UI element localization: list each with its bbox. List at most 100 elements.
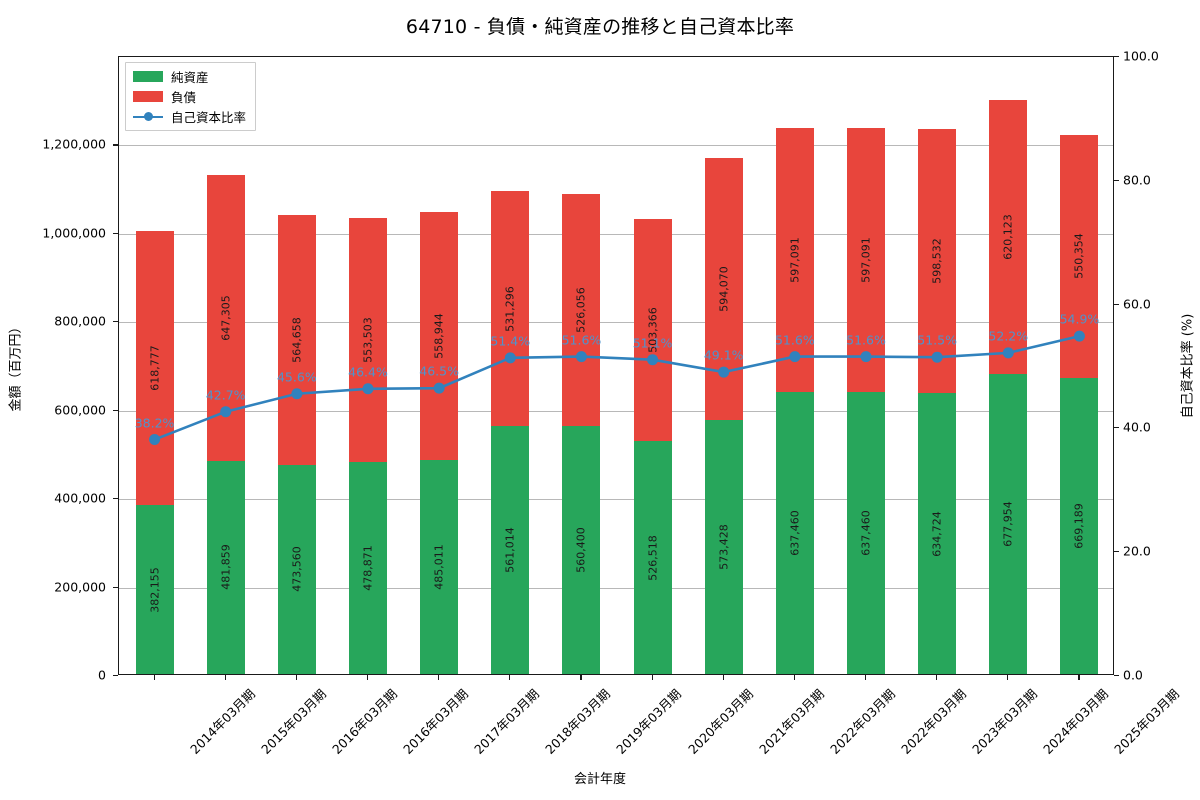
bar-segment-liability[interactable]: 531,296 — [491, 191, 530, 426]
bar-group[interactable]: 485,011 558,944 — [420, 212, 459, 674]
percent-value-label: 51.6% — [774, 332, 815, 348]
bar-segment-equity[interactable]: 485,011 — [420, 459, 459, 674]
x-axis-tick-mark — [367, 675, 369, 680]
bar-group[interactable]: 637,460 597,091 — [847, 128, 885, 674]
legend-item[interactable]: 自己資本比率 — [133, 109, 246, 125]
bar-segment-equity[interactable]: 478,871 — [349, 462, 387, 674]
bar-segment-liability[interactable]: 597,091 — [847, 128, 885, 393]
secondary-y-axis-tick-mark — [1114, 551, 1119, 553]
line-marker[interactable] — [931, 351, 943, 363]
bar-group[interactable]: 677,954 620,123 — [989, 100, 1028, 674]
y-axis-tick-mark — [113, 675, 118, 677]
line-marker[interactable] — [1073, 330, 1085, 342]
secondary-y-axis-tick-label: 80.0 — [1123, 172, 1151, 188]
bar-segment-equity[interactable]: 677,954 — [989, 374, 1028, 674]
bar-segment-liability[interactable]: 618,777 — [135, 231, 174, 506]
percent-value-label: 51.6% — [561, 332, 602, 348]
bar-segment-equity[interactable]: 637,460 — [847, 392, 885, 674]
y-axis-tick-label: 200,000 — [54, 579, 106, 595]
line-marker[interactable] — [362, 383, 374, 395]
bar-segment-liability[interactable]: 503,366 — [633, 218, 672, 442]
legend-item[interactable]: 負債 — [133, 89, 246, 105]
bar-group[interactable]: 669,189 550,354 — [1060, 134, 1099, 674]
bar-group[interactable]: 382,155 618,777 — [135, 231, 174, 674]
gridline — [119, 322, 1113, 324]
line-marker[interactable] — [789, 351, 801, 363]
y-axis-tick-label: 1,200,000 — [42, 136, 106, 152]
line-marker[interactable] — [291, 388, 303, 400]
y-axis-tick-mark — [113, 321, 118, 323]
line-marker[interactable] — [220, 406, 232, 418]
x-axis-tick-mark — [651, 675, 653, 680]
line-marker[interactable] — [575, 351, 587, 363]
bar-segment-liability[interactable]: 597,091 — [775, 128, 814, 393]
bar-segment-equity[interactable]: 669,189 — [1060, 378, 1099, 674]
x-axis-tick-label: 2018年03月期 — [542, 686, 614, 757]
y-axis-tick-mark — [113, 498, 118, 500]
secondary-y-axis-title: 自己資本比率 (%) — [1180, 313, 1196, 419]
bar-segment-liability[interactable]: 558,944 — [420, 212, 459, 460]
bar-segment-equity[interactable]: 573,428 — [704, 420, 743, 674]
bar-segment-liability[interactable]: 564,658 — [277, 214, 316, 465]
legend-item[interactable]: 純資産 — [133, 69, 246, 85]
secondary-y-axis-tick-label: 100.0 — [1123, 48, 1159, 64]
bar-group[interactable]: 637,460 597,091 — [775, 128, 814, 674]
bar-segment-equity[interactable]: 526,518 — [633, 441, 672, 674]
percent-value-label: 46.4% — [348, 364, 388, 380]
y-axis-tick-mark — [113, 144, 118, 146]
x-axis-tick-mark — [793, 675, 795, 680]
secondary-y-axis-tick-label: 40.0 — [1123, 419, 1151, 435]
bar-segment-equity[interactable]: 473,560 — [277, 464, 316, 674]
percent-value-label: 38.2% — [134, 415, 175, 431]
y-axis-tick-label: 400,000 — [54, 490, 106, 506]
percent-value-label: 45.6% — [276, 369, 317, 385]
percent-value-label: 49.1% — [703, 347, 744, 363]
bar-segment-equity[interactable]: 560,400 — [562, 426, 601, 674]
bar-segment-liability[interactable]: 553,503 — [349, 217, 387, 463]
plot-area: 382,155 618,777 481,859 647,305 473,560 564,6… — [118, 56, 1114, 675]
bar-segment-equity[interactable]: 481,859 — [206, 460, 245, 674]
x-axis-tick-label: 2023年03月期 — [969, 686, 1041, 757]
x-axis-tick-label: 2015年03月期 — [257, 686, 329, 757]
secondary-y-axis-tick-label: 0.0 — [1123, 667, 1143, 683]
bar-group[interactable]: 634,724 598,532 — [918, 128, 957, 674]
x-axis-tick-label: 2016年03月期 — [328, 686, 400, 757]
bar-segment-liability[interactable]: 620,123 — [989, 100, 1028, 375]
line-series-layer — [149, 330, 1085, 446]
bar-segment-equity[interactable]: 561,014 — [491, 425, 530, 674]
bar-series-layer: 382,155 618,777 481,859 647,305 473,560 564,6… — [119, 57, 1113, 674]
x-axis-tick-label: 2025年03月期 — [1111, 686, 1183, 757]
chart-legend: 純資産負債自己資本比率 — [125, 62, 257, 131]
line-marker[interactable] — [504, 352, 516, 364]
bar-group[interactable]: 478,871 553,503 — [349, 217, 387, 674]
line-marker[interactable] — [149, 434, 161, 446]
x-axis-tick-mark — [936, 675, 938, 680]
bar-segment-equity[interactable]: 637,460 — [775, 392, 814, 674]
gridline — [119, 233, 1113, 235]
bar-segment-liability[interactable]: 598,532 — [918, 128, 957, 394]
percent-value-label: 52.2% — [988, 328, 1029, 344]
line-marker[interactable] — [860, 351, 872, 363]
x-axis-tick-mark — [224, 675, 226, 680]
line-marker[interactable] — [433, 382, 445, 394]
x-axis-tick-label: 2022年03月期 — [826, 686, 898, 757]
percent-value-label: 51.6% — [846, 332, 886, 348]
line-marker[interactable] — [1002, 347, 1014, 359]
bar-group[interactable]: 473,560 564,658 — [277, 214, 316, 674]
bar-segment-equity[interactable]: 634,724 — [918, 393, 957, 674]
bar-group[interactable]: 560,400 526,056 — [562, 193, 601, 674]
legend-label: 純資産 — [171, 70, 209, 85]
percent-value-label: 51.5% — [917, 332, 957, 348]
bar-group[interactable]: 561,014 531,296 — [491, 191, 530, 674]
line-marker[interactable] — [647, 354, 659, 366]
percent-labels-layer: 38.2% 42.7% 45.6% 46.4% 46.5% 51.4% 51.6% 51.1%… — [119, 57, 1113, 674]
chart-title: 64710 - 負債・純資産の推移と自己資本比率 — [405, 16, 795, 38]
bar-group[interactable]: 526,518 503,366 — [633, 218, 672, 674]
gridline — [119, 145, 1113, 147]
bar-segment-equity[interactable]: 382,155 — [135, 505, 174, 674]
line-marker[interactable] — [718, 366, 730, 378]
y-axis-tick-mark — [113, 409, 118, 411]
equity-ratio-line — [154, 334, 1080, 441]
bar-segment-liability[interactable]: 526,056 — [562, 193, 601, 427]
